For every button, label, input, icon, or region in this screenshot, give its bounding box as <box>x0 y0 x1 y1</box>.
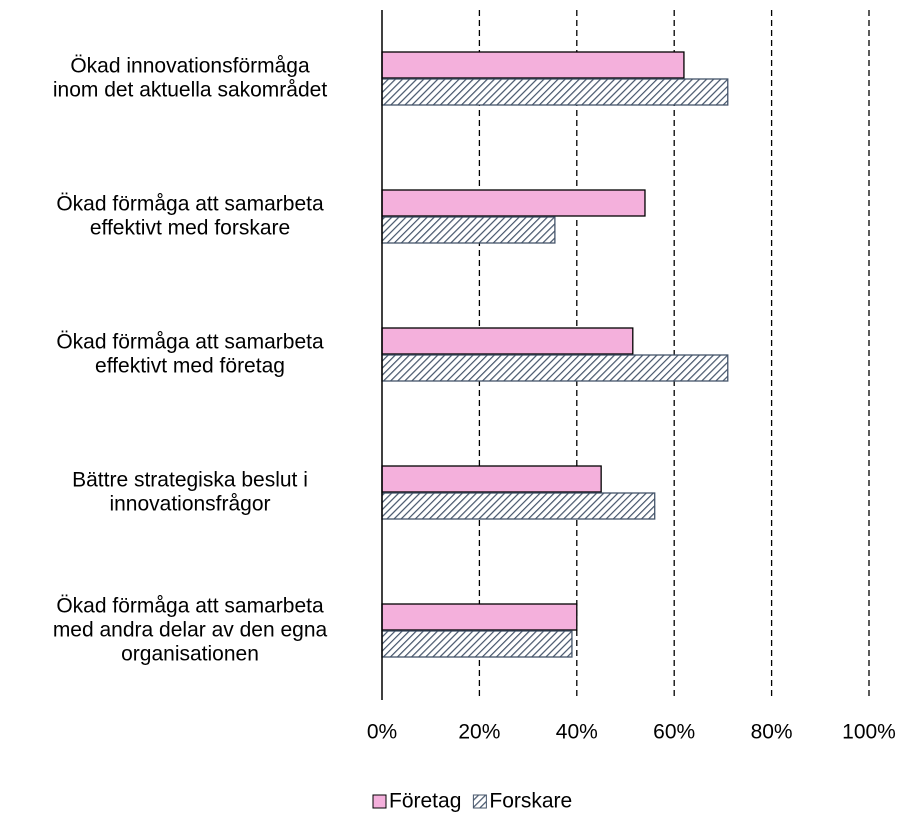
category-label: Ökad förmåga att samarbeta <box>56 331 324 354</box>
legend-swatch <box>472 794 487 809</box>
legend-label: Företag <box>389 790 461 813</box>
bar <box>381 630 573 658</box>
bar <box>381 492 656 520</box>
x-tick-label: 20% <box>458 721 500 744</box>
bar <box>381 216 556 244</box>
category-label: innovationsfrågor <box>109 493 270 516</box>
x-tick-label: 0% <box>367 721 397 744</box>
category-label: effektivt med företag <box>95 355 285 378</box>
category-label: Bättre strategiska beslut i <box>72 469 308 492</box>
x-tick-label: 60% <box>653 721 695 744</box>
bar <box>381 465 602 493</box>
category-label: Ökad innovationsförmåga <box>70 55 310 78</box>
x-tick-label: 80% <box>751 721 793 744</box>
x-tick-label: 100% <box>842 721 896 744</box>
legend-swatch <box>372 794 387 809</box>
bar <box>381 51 685 79</box>
category-label: med andra delar av den egna <box>53 619 328 642</box>
legend-label: Forskare <box>489 790 572 813</box>
bar <box>381 354 729 382</box>
bar <box>381 327 634 355</box>
x-tick-label: 40% <box>556 721 598 744</box>
category-label: Ökad förmåga att samarbeta <box>56 595 324 618</box>
category-label: organisationen <box>121 643 259 666</box>
bar <box>381 603 578 631</box>
bar <box>381 78 729 106</box>
bar <box>381 189 646 217</box>
category-label: effektivt med forskare <box>90 217 290 240</box>
category-label: Ökad förmåga att samarbeta <box>56 193 324 216</box>
category-label: inom det aktuella sakområdet <box>53 79 327 102</box>
